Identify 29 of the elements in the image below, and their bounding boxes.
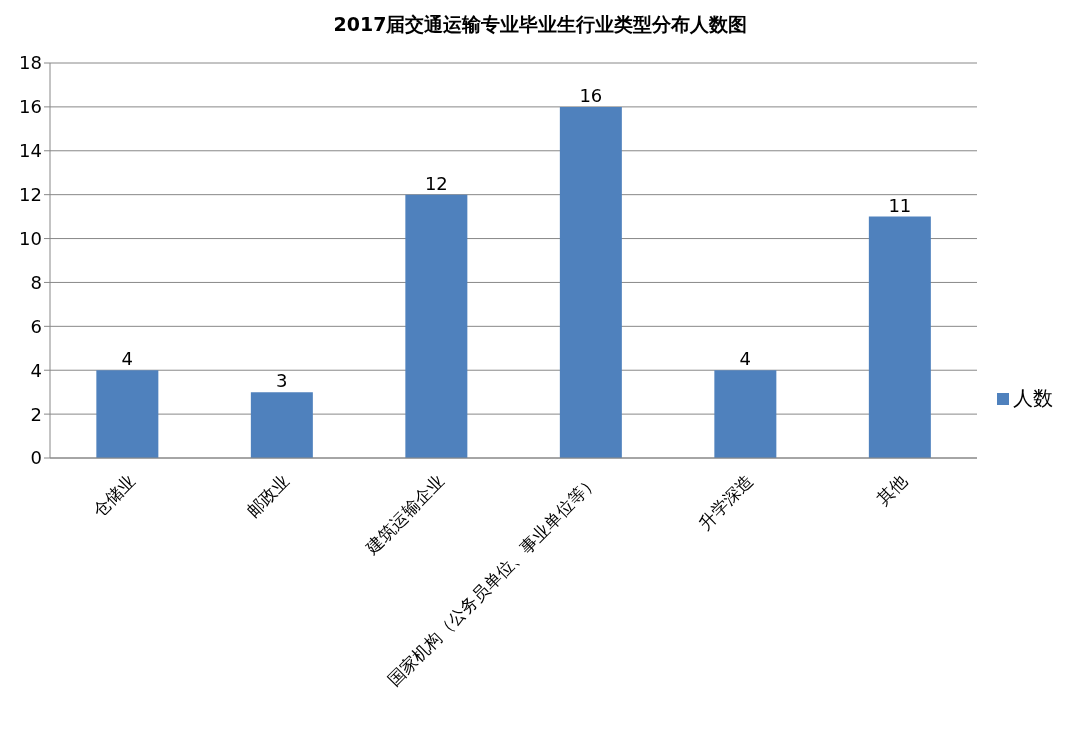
bar <box>714 370 777 458</box>
bar <box>559 106 622 458</box>
bar <box>405 194 468 458</box>
x-tick-label: 升学深造 <box>694 471 757 534</box>
y-tick-label: 0 <box>30 447 42 469</box>
y-tick-label: 4 <box>30 359 42 381</box>
y-tick-label: 12 <box>19 184 42 206</box>
bar <box>96 370 159 458</box>
data-label: 4 <box>739 348 752 370</box>
bar <box>868 216 931 458</box>
y-tick-label: 16 <box>19 96 42 118</box>
data-label: 16 <box>579 84 603 106</box>
y-tick-label: 8 <box>30 271 42 293</box>
y-tick-label: 18 <box>19 52 42 74</box>
data-label: 12 <box>424 172 448 194</box>
data-label: 4 <box>121 348 134 370</box>
bar <box>250 392 313 458</box>
data-label: 11 <box>888 194 912 216</box>
x-tick-label: 仓储业 <box>88 471 139 522</box>
x-tick-label: 其他 <box>872 471 911 510</box>
chart-title: 2017届交通运输专业毕业生行业类型分布人数图 <box>332 12 749 37</box>
data-label: 3 <box>276 370 288 392</box>
y-tick-label: 14 <box>19 140 42 162</box>
x-tick-label: 建筑运输企业 <box>360 471 448 559</box>
y-tick-label: 2 <box>30 403 42 425</box>
y-tick-label: 6 <box>30 315 42 337</box>
x-tick-label: 邮政业 <box>242 471 293 522</box>
y-tick-label: 10 <box>19 227 42 249</box>
legend-label: 人数 <box>1013 385 1053 410</box>
